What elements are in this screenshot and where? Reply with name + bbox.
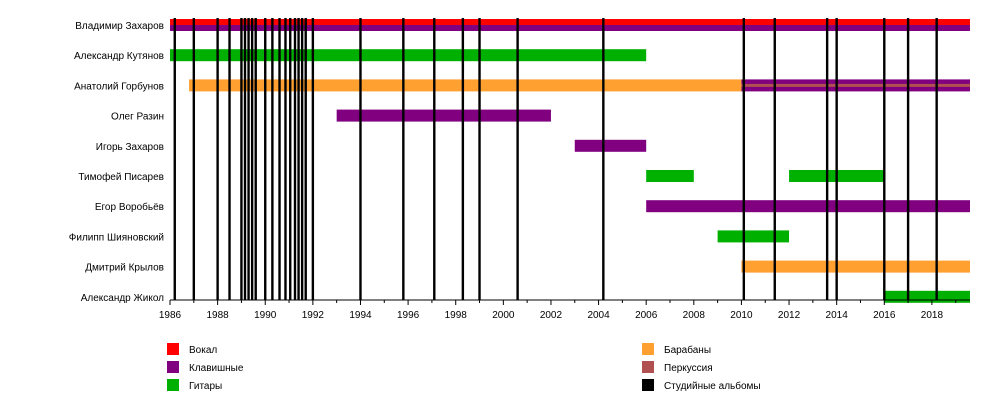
member-label: Дмитрий Крылов xyxy=(85,263,164,274)
x-tick-label: 2010 xyxy=(730,310,753,321)
x-tick-label: 2006 xyxy=(635,310,658,321)
member-label: Александр Кутянов xyxy=(74,51,164,62)
member-label: Олег Разин xyxy=(111,112,164,123)
legend-swatch-guitars xyxy=(167,379,179,391)
x-tick-label: 1990 xyxy=(254,310,277,321)
member-bar-keyboards xyxy=(574,139,647,152)
x-tick-label: 2004 xyxy=(587,310,610,321)
album-lines xyxy=(173,18,938,300)
legend-swatch-keyboards xyxy=(167,361,179,373)
legend-swatch-albums xyxy=(642,379,654,391)
x-tick-label: 2014 xyxy=(826,310,849,321)
x-tick-label: 1996 xyxy=(397,310,420,321)
legend-label: Барабаны xyxy=(664,344,711,356)
member-label: Владимир Захаров xyxy=(75,21,164,32)
x-tick-label: 1988 xyxy=(206,310,229,321)
member-label: Игорь Захаров xyxy=(96,142,164,153)
legend-swatch-drums xyxy=(642,343,654,355)
legend-label: Клавишные xyxy=(189,363,244,374)
legend: Вокал Клавишные Гитары Барабаны Перкуссия Сту… xyxy=(167,343,761,392)
x-tick-label: 2000 xyxy=(492,310,515,321)
x-tick-label: 2002 xyxy=(540,310,563,321)
x-axis: 1986 1988 1990 1992 1994 1996 1998 2000 2002 2004… xyxy=(159,299,970,321)
x-tick-label: 1992 xyxy=(302,310,325,321)
member-bar-drums xyxy=(741,260,970,273)
x-tick-label: 1994 xyxy=(349,310,372,321)
member-label: Тимофей Писарев xyxy=(78,171,164,183)
legend-label: Гитары xyxy=(189,381,222,392)
legend-label: Студийные альбомы xyxy=(664,380,761,392)
member-bar-keyboards xyxy=(170,25,970,31)
x-tick-label: 2018 xyxy=(921,310,944,321)
member-bar-guitars xyxy=(884,290,970,303)
member-bar-keyboards xyxy=(336,109,551,122)
member-label: Анатолий Горбунов xyxy=(74,80,164,92)
member-label: Александр Жикол xyxy=(81,293,164,304)
legend-label: Перкуссия xyxy=(664,363,713,374)
member-bar-percussion xyxy=(741,83,970,87)
legend-swatch-vocals xyxy=(167,343,179,355)
legend-swatch-percussion xyxy=(642,361,654,373)
member-bar-guitars xyxy=(646,170,694,182)
member-labels: Владимир Захаров Александр Кутянов Анатоли… xyxy=(69,21,164,304)
x-tick-label: 1998 xyxy=(445,310,468,321)
x-tick-label: 2016 xyxy=(873,310,896,321)
member-bar-keyboards xyxy=(646,200,970,213)
x-tick-label: 2008 xyxy=(683,310,706,321)
x-tick-label: 1986 xyxy=(159,310,182,321)
legend-label: Вокал xyxy=(189,345,217,356)
x-tick-label: 2012 xyxy=(778,310,801,321)
member-label: Егор Воробьёв xyxy=(95,201,164,213)
member-bar-vocals xyxy=(170,19,970,25)
member-bar-guitars xyxy=(717,230,790,243)
member-label: Филипп Шияновский xyxy=(69,232,164,243)
